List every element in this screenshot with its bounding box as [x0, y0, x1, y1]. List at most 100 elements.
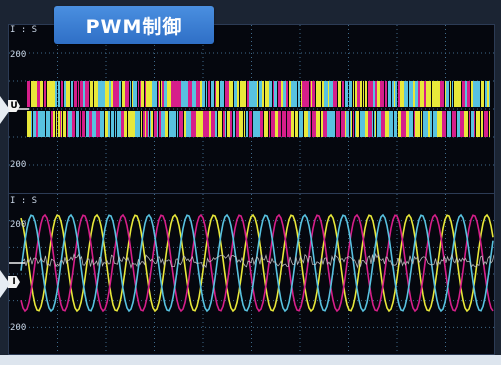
pwm-band-1	[27, 81, 490, 107]
pwm-pulse	[240, 111, 243, 137]
pwm-pulse	[389, 111, 393, 137]
pwm-pulse	[111, 81, 113, 107]
pwm-pulse	[192, 81, 196, 107]
pwm-pulse	[215, 111, 216, 137]
pwm-pulse	[375, 111, 376, 137]
pwm-pulse	[373, 81, 375, 107]
pwm-pulse	[282, 111, 286, 137]
pwm-pulse	[159, 111, 161, 137]
pwm-pulse	[125, 81, 129, 107]
pwm-pulse	[196, 81, 200, 107]
pwm-pulse	[324, 81, 328, 107]
pwm-pulse	[404, 81, 408, 107]
pwm-pulse	[63, 111, 66, 137]
pwm-pulse	[415, 111, 416, 137]
pwm-pulse	[442, 111, 443, 137]
pwm-pulse	[436, 81, 437, 107]
pwm-pulse	[423, 111, 425, 137]
pwm-pulse	[291, 81, 295, 107]
pwm-pulse	[257, 111, 260, 137]
bottom-tick-upper: 200	[10, 220, 27, 230]
pwm-pulse	[265, 81, 269, 107]
pwm-pulse	[405, 111, 406, 137]
pwm-pulse	[428, 111, 430, 137]
pwm-pulse	[471, 111, 474, 137]
pwm-pulse	[388, 81, 391, 107]
pwm-pulse	[260, 111, 263, 137]
pwm-pulse	[409, 81, 413, 107]
pwm-pulse	[418, 81, 420, 107]
bottom-corner-label: I : S	[10, 196, 38, 206]
pwm-pulse	[310, 81, 311, 107]
pwm-pulse	[141, 81, 143, 107]
pwm-pulse	[94, 81, 98, 107]
pwm-pulse	[291, 111, 294, 137]
pwm-pulse	[424, 81, 426, 107]
pwm-pulse	[148, 81, 152, 107]
pwm-pulse	[199, 111, 203, 137]
pwm-pulse	[440, 81, 444, 107]
pwm-pulse	[357, 81, 360, 107]
pwm-pulse	[298, 81, 300, 107]
pwm-pulse	[360, 81, 362, 107]
pwm-pulse	[289, 81, 291, 107]
pwm-pulse	[220, 81, 223, 107]
pwm-pulse	[215, 81, 216, 107]
pwm-pulse	[240, 81, 243, 107]
top-tick-upper: 200	[10, 50, 27, 60]
pwm-pulse	[345, 111, 346, 137]
pwm-pulse	[229, 81, 230, 107]
pwm-pulse	[61, 111, 62, 137]
pwm-pulse	[287, 111, 291, 137]
pwm-pulse	[414, 111, 415, 137]
pwm-pulse	[400, 81, 404, 107]
pwm-pulse	[211, 111, 215, 137]
pwm-pulse	[71, 81, 73, 107]
pwm-pulse	[457, 81, 459, 107]
pwm-pulse	[246, 111, 248, 137]
pwm-pulse	[255, 111, 256, 137]
pwm-pulse	[86, 111, 89, 137]
pwm-pulse	[113, 81, 114, 107]
sine-phase-magenta	[20, 213, 494, 313]
pwm-pulse	[286, 81, 288, 107]
pwm-pulse	[223, 81, 224, 107]
pwm-pulse	[83, 81, 85, 107]
pwm-pulse	[117, 111, 121, 137]
pwm-pulse	[237, 81, 239, 107]
pwm-pulse	[310, 111, 311, 137]
pwm-pulse	[425, 111, 428, 137]
pwm-pulse	[42, 111, 45, 137]
pwm-pulse	[141, 111, 142, 137]
pwm-pulse	[38, 111, 42, 137]
pwm-pulse	[82, 111, 85, 137]
pwm-pulse	[61, 81, 63, 107]
pwm-pulse	[223, 111, 225, 137]
pwm-pulse	[328, 81, 329, 107]
pwm-pulse	[27, 111, 31, 137]
pwm-pulse	[175, 81, 179, 107]
pwm-trace-plot	[9, 25, 494, 193]
pwm-pulse	[301, 111, 303, 137]
pwm-pulse	[146, 81, 148, 107]
pwm-pulse	[413, 81, 415, 107]
pwm-pulse	[225, 111, 226, 137]
pwm-pulse	[227, 111, 230, 137]
pwm-pulse	[253, 81, 257, 107]
pwm-pulse	[119, 81, 121, 107]
pwm-pulse	[460, 111, 464, 137]
pwm-pulse	[113, 111, 114, 137]
pwm-pulse	[196, 111, 199, 137]
pwm-pulse	[438, 111, 442, 137]
pwm-pulse	[351, 111, 352, 137]
pwm-pulse	[186, 111, 190, 137]
pwm-pulse	[365, 81, 367, 107]
pwm-pulse	[428, 81, 431, 107]
pwm-pulse	[380, 81, 384, 107]
pwm-pulse	[161, 81, 162, 107]
pwm-pulse	[164, 81, 167, 107]
top-grid	[9, 25, 494, 193]
pwm-pulse	[232, 81, 233, 107]
pwm-pulse	[80, 81, 83, 107]
pwm-pulse	[321, 111, 323, 137]
